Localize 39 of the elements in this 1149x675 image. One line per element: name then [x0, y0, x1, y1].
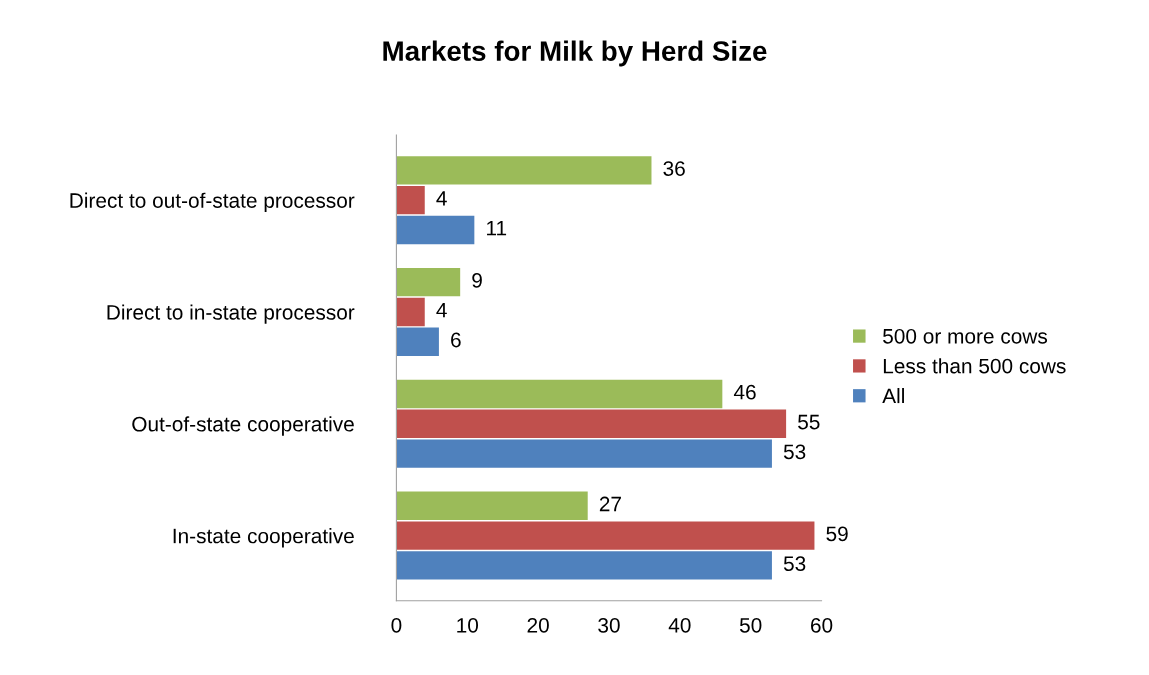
chart-title: Markets for Milk by Herd Size: [383, 40, 767, 67]
data-label: 36: [663, 161, 685, 176]
data-label: 53: [783, 556, 806, 572]
bar: [396, 156, 652, 185]
bar: [396, 521, 815, 550]
y-tick-label: Out-of-state cooperative: [132, 416, 354, 436]
bar: [396, 551, 772, 580]
bar: [396, 439, 772, 468]
bar: [396, 297, 425, 327]
x-tick-label: 0: [391, 617, 402, 633]
x-tick-label: 40: [668, 617, 691, 633]
x-tick-label: 50: [739, 617, 762, 633]
x-tick-label: 60: [811, 617, 833, 633]
bar: [396, 409, 787, 438]
data-label: 59: [826, 526, 848, 542]
legend-label: All: [882, 388, 904, 404]
data-label: 4: [436, 303, 447, 318]
legend-label: 500 or more cows: [883, 328, 1048, 344]
y-tick-label: Direct to in-state processor: [107, 304, 355, 324]
y-tick-label: In-state cooperative: [173, 528, 354, 548]
bar: [396, 185, 425, 215]
legend-label: Less than 500 cows: [883, 358, 1066, 374]
bar: [396, 215, 475, 245]
x-tick-label: 10: [457, 617, 479, 633]
data-label: 4: [436, 191, 447, 206]
y-tick-label: Direct to out-of-state processor: [70, 192, 355, 213]
bar: [396, 379, 723, 409]
data-label: 27: [599, 496, 621, 512]
bar: [396, 327, 439, 356]
x-tick-label: 20: [527, 617, 549, 633]
bar: [396, 491, 588, 520]
data-label: 46: [733, 384, 756, 400]
data-label: 55: [798, 414, 820, 430]
data-label: 6: [451, 332, 461, 348]
bar: [396, 267, 461, 297]
data-label: 11: [487, 221, 507, 236]
data-label: 53: [783, 444, 806, 460]
data-label: 9: [472, 272, 482, 288]
x-tick-label: 30: [598, 617, 620, 633]
